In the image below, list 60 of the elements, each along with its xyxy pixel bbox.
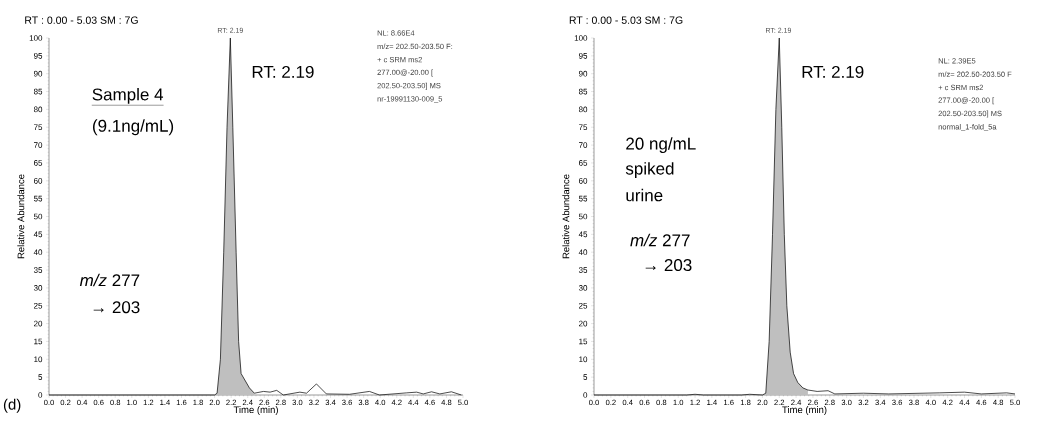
chart-title: RT : 0.00 - 5.03 SM : 7G <box>569 16 683 24</box>
annotation: (9.1ng/mL) <box>92 119 174 136</box>
y-tick-label: 0 <box>38 392 43 398</box>
x-axis-title: Time (min) <box>233 406 278 415</box>
y-tick-label: 90 <box>33 70 43 77</box>
annotation: m/z 277 <box>79 273 140 287</box>
y-tick-label: 40 <box>33 249 43 256</box>
y-tick-label: 55 <box>578 195 588 202</box>
y-tick-label: 55 <box>33 195 43 202</box>
y-tick-label: 65 <box>579 160 588 166</box>
y-tick-label: 35 <box>33 267 43 273</box>
y-tick-label: 60 <box>579 177 588 184</box>
y-tick-label: 40 <box>578 249 588 256</box>
y-tick-label: 95 <box>33 53 43 59</box>
y-tick-label: 75 <box>33 124 43 131</box>
x-axis-title: Time (min) <box>782 406 827 415</box>
annotation: urine <box>626 188 663 202</box>
y-tick-label: 20 <box>579 320 588 327</box>
y-tick-label: 50 <box>33 213 43 220</box>
y-tick-label: 25 <box>33 302 43 309</box>
y-tick-label: 90 <box>578 70 588 77</box>
y-tick-label: 85 <box>33 88 43 95</box>
text: (d) <box>3 398 21 413</box>
chart-title: RT : 0.00 - 5.03 SM : 7G <box>25 16 138 24</box>
y-tick-label: 20 <box>33 320 43 327</box>
y-tick-label: 85 <box>578 88 588 95</box>
y-tick-label: 10 <box>34 356 43 363</box>
annotation: RT: 2.19 <box>802 65 864 78</box>
annotation: spiked <box>625 162 674 179</box>
annotation: m/z 277 <box>630 233 690 247</box>
y-tick-label: 25 <box>579 302 588 309</box>
y-tick-label: 30 <box>578 285 588 291</box>
y-tick-label: 10 <box>579 356 588 363</box>
y-tick-label: 15 <box>34 338 43 345</box>
y-tick-label: 70 <box>33 142 43 148</box>
y-axis-title: Relative Abundance <box>562 174 570 259</box>
annotation: 20 ng/mL <box>626 137 696 154</box>
y-tick-label: 60 <box>33 177 43 184</box>
y-tick-label: 100 <box>574 35 588 41</box>
y-tick-label: 45 <box>33 231 43 238</box>
y-tick-label: 5 <box>583 374 588 380</box>
annotation: → 203 <box>93 301 140 314</box>
annotation: Sample 4 <box>92 87 164 104</box>
y-tick-label: 100 <box>29 35 43 41</box>
annotation: → 203 <box>645 259 692 272</box>
y-tick-label: 80 <box>578 106 588 113</box>
y-tick-label: 70 <box>579 142 588 148</box>
y-tick-label: 35 <box>578 267 588 273</box>
y-tick-label: 95 <box>578 53 588 59</box>
y-tick-label: 30 <box>33 285 43 291</box>
y-tick-label: 0 <box>583 392 588 398</box>
y-tick-label: 80 <box>33 106 43 113</box>
annotation: RT: 2.19 <box>252 65 314 78</box>
y-axis-title: Relative Abundance <box>17 174 25 259</box>
y-tick-label: 75 <box>579 124 588 131</box>
y-tick-label: 45 <box>578 231 588 238</box>
y-tick-label: 15 <box>579 338 588 345</box>
y-tick-label: 65 <box>33 160 43 166</box>
y-tick-label: 50 <box>578 213 588 220</box>
y-tick-label: 5 <box>38 374 43 380</box>
